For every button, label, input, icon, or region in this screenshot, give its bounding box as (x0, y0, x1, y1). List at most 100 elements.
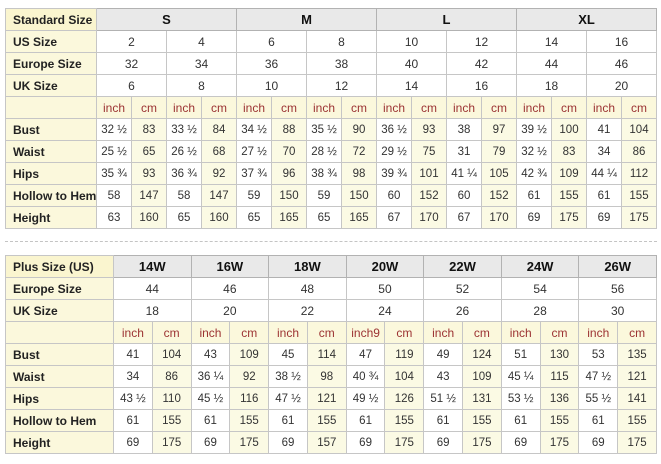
cm-value-cell: 104 (384, 365, 425, 388)
cm-value-cell: 155 (621, 184, 657, 207)
inch-value-cell: 53 ½ (500, 387, 541, 410)
inch-value-cell: 58 (166, 184, 202, 207)
standard-size-table: Standard Size S M L XL US Size 2 4 6 8 10 12 14 16 Eur… (5, 8, 657, 229)
size-value-cell: 52 (423, 277, 502, 300)
cm-value-cell: 130 (539, 343, 580, 366)
unit-label: inch (166, 96, 202, 119)
size-value-cell: 12 (306, 74, 377, 97)
unit-label: inch (376, 96, 412, 119)
size-value-cell: 20 (586, 74, 657, 97)
inch-value-cell: 36 ½ (376, 118, 412, 141)
inch-value-cell: 26 ½ (166, 140, 202, 163)
size-info-row: Europe Size 32 34 36 38 40 42 44 46 (5, 52, 657, 75)
cm-value-cell: 86 (621, 140, 657, 163)
plus-size-table: Plus Size (US) 14W 16W 18W 20W 22W 24W 26W Europ… (5, 255, 657, 454)
cm-value-cell: 155 (462, 409, 502, 432)
size-value-cell: 8 (306, 30, 377, 53)
size-group-header: 26W (578, 255, 657, 278)
cm-value-cell: 175 (151, 431, 192, 454)
inch-value-cell: 27 ½ (236, 140, 272, 163)
size-value-cell: 30 (578, 299, 657, 322)
inch-value-cell: 38 ½ (268, 365, 308, 388)
cm-value-cell: 175 (539, 431, 580, 454)
cm-value-cell: 155 (306, 409, 347, 432)
cm-value-cell: 75 (411, 140, 447, 163)
inch-value-cell: 61 (113, 409, 153, 432)
cm-value-cell: 175 (551, 206, 587, 229)
unit-label: cm (617, 321, 657, 344)
cm-value-cell: 155 (384, 409, 425, 432)
inch-value-cell: 65 (306, 206, 342, 229)
inch-value-cell: 67 (376, 206, 412, 229)
measurement-row: Bust 41 104 43 109 45 114 47 119 49 124 51 130 53 135 (5, 343, 657, 366)
unit-label: inch (236, 96, 272, 119)
unit-row: inch cm inch cm inch cm inch cm inch cm inch cm inch… (5, 96, 657, 119)
cm-value-cell: 155 (551, 184, 587, 207)
measurement-label: Hips (5, 162, 97, 185)
inch-value-cell: 41 (113, 343, 153, 366)
cm-value-cell: 160 (131, 206, 167, 229)
inch-value-cell: 69 (345, 431, 386, 454)
cm-value-cell: 109 (462, 365, 502, 388)
cm-value-cell: 104 (621, 118, 657, 141)
size-value-cell: 14 (516, 30, 587, 53)
size-value-cell: 6 (96, 74, 167, 97)
unit-label: cm (341, 96, 377, 119)
inch-value-cell: 32 ½ (516, 140, 552, 163)
cm-value-cell: 155 (151, 409, 192, 432)
cm-value-cell: 157 (306, 431, 347, 454)
measurement-label: Waist (5, 140, 97, 163)
measurement-label: Bust (5, 343, 114, 366)
inch-value-cell: 43 (190, 343, 231, 366)
size-value-cell: 10 (376, 30, 447, 53)
unit-label: cm (306, 321, 347, 344)
inch-value-cell: 45 ½ (190, 387, 231, 410)
size-value-cell: 34 (166, 52, 237, 75)
cm-value-cell: 96 (271, 162, 307, 185)
size-value-cell: 18 (113, 299, 192, 322)
size-value-cell: 26 (423, 299, 502, 322)
cm-value-cell: 100 (551, 118, 587, 141)
size-value-cell: 4 (166, 30, 237, 53)
size-value-cell: 46 (586, 52, 657, 75)
unit-label: inch9 (345, 321, 386, 344)
inch-value-cell: 61 (500, 409, 541, 432)
inch-value-cell: 61 (586, 184, 622, 207)
unit-label: inch (500, 321, 541, 344)
cm-value-cell: 112 (621, 162, 657, 185)
inch-value-cell: 59 (236, 184, 272, 207)
cm-value-cell: 105 (481, 162, 517, 185)
inch-value-cell: 29 ½ (376, 140, 412, 163)
unit-label: cm (481, 96, 517, 119)
size-group-header: 20W (345, 255, 425, 278)
inch-value-cell: 25 ½ (96, 140, 132, 163)
unit-label: cm (271, 96, 307, 119)
cm-value-cell: 92 (229, 365, 270, 388)
cm-value-cell: 92 (201, 162, 237, 185)
size-value-cell: 48 (268, 277, 347, 300)
size-value-cell: 56 (578, 277, 657, 300)
inch-value-cell: 36 ¼ (190, 365, 231, 388)
size-group-header: 24W (500, 255, 580, 278)
inch-value-cell: 69 (113, 431, 153, 454)
cm-value-cell: 155 (229, 409, 270, 432)
measurement-row: Bust 32 ½ 83 33 ½ 84 34 ½ 88 35 ½ 90 36 ½ 93 38 97 39… (5, 118, 657, 141)
unit-label: cm (411, 96, 447, 119)
unit-label: inch (516, 96, 552, 119)
inch-value-cell: 34 (113, 365, 153, 388)
cm-value-cell: 70 (271, 140, 307, 163)
size-group-header: XL (516, 8, 657, 31)
size-info-row: Europe Size 44 46 48 50 52 54 56 (5, 277, 657, 300)
cm-value-cell: 110 (151, 387, 192, 410)
cm-value-cell: 165 (271, 206, 307, 229)
size-value-cell: 6 (236, 30, 307, 53)
inch-value-cell: 35 ¾ (96, 162, 132, 185)
inch-value-cell: 45 ¼ (500, 365, 541, 388)
cm-value-cell: 131 (462, 387, 502, 410)
inch-value-cell: 39 ¾ (376, 162, 412, 185)
cm-value-cell: 147 (131, 184, 167, 207)
inch-value-cell: 31 (446, 140, 482, 163)
unit-label: cm (229, 321, 270, 344)
size-value-cell: 36 (236, 52, 307, 75)
